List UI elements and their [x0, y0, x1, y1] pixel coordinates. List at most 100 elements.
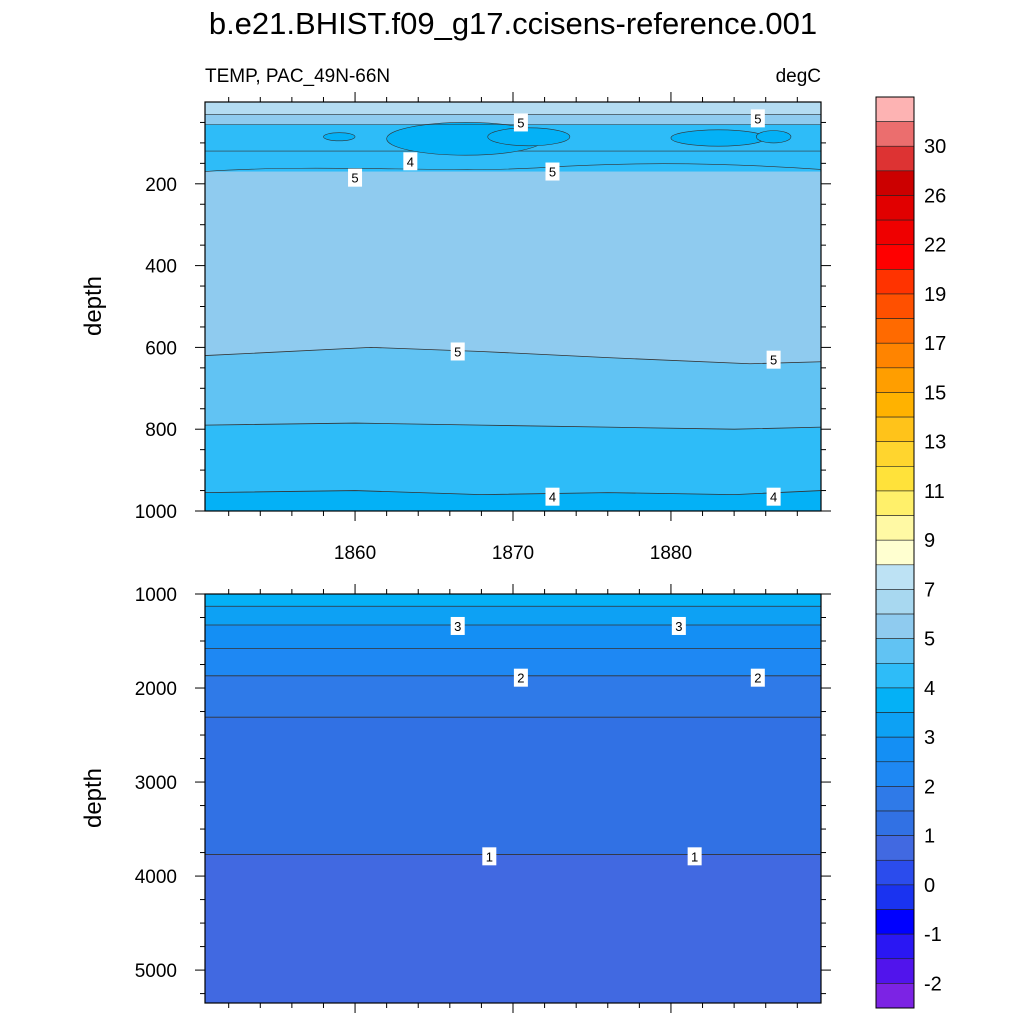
- colorbar-swatch-17: [875, 515, 915, 541]
- bottom-plot-frame: [204, 593, 822, 1004]
- colorbar-label-1: 26: [924, 185, 946, 207]
- colorbar-swatch-15: [875, 466, 915, 492]
- colorbar-swatch-29: [875, 810, 915, 836]
- svg-text:5: 5: [351, 171, 358, 186]
- colorbar-label-9: 7: [924, 579, 935, 601]
- y-tick-label-4000: 4000: [135, 867, 177, 888]
- units-label: degC: [776, 66, 821, 87]
- contour-label-0: 5: [513, 113, 528, 132]
- fill-layer-4: [205, 675, 821, 718]
- cold-pocket-2: [670, 129, 767, 147]
- bottom-fill: [205, 594, 821, 1003]
- bottom-contour-labels: 3 3 2 2 1 1: [450, 616, 765, 866]
- colorbar: 30 26 22 19 17 15 13 11 9 7 5 4 3 2 1 0 -1 -2: [875, 96, 946, 1009]
- colorbar-swatch-27: [875, 761, 915, 787]
- colorbar-swatch-1: [875, 121, 915, 147]
- contour-label-2: 4: [403, 152, 418, 171]
- colorbar-swatch-4: [875, 195, 915, 221]
- colorbar-swatch-30: [875, 835, 915, 861]
- colorbar-swatch-24: [875, 687, 915, 713]
- colorbar-swatch-0: [875, 96, 915, 122]
- svg-text:2: 2: [517, 671, 524, 686]
- contour-label-5: 1: [687, 847, 702, 866]
- colorbar-swatch-11: [875, 367, 915, 393]
- bottom-contours: [205, 605, 821, 855]
- svg-text:5: 5: [770, 353, 777, 368]
- colorbar-label-2: 22: [924, 235, 946, 257]
- colorbar-swatch-14: [875, 441, 915, 467]
- y-tick-label-800: 800: [145, 420, 177, 441]
- colorbar-swatch-13: [875, 416, 915, 443]
- cold-pocket-3: [323, 132, 356, 142]
- colorbar-swatch-6: [875, 244, 915, 270]
- svg-text:4: 4: [549, 490, 556, 505]
- top-y-axis-label: depth: [80, 276, 107, 336]
- fill-layer-1: [205, 606, 821, 626]
- colorbar-swatch-34: [875, 933, 915, 960]
- colorbar-swatch-32: [875, 884, 915, 910]
- top-ticks: 1860 1870 1880 200 400 600 800 1000: [135, 92, 831, 564]
- colorbar-swatch-31: [875, 859, 915, 886]
- svg-text:4: 4: [407, 154, 414, 169]
- y-tick-label-5000: 5000: [135, 961, 177, 982]
- colorbar-swatch-26: [875, 736, 915, 763]
- colorbar-swatch-25: [875, 712, 915, 738]
- colorbar-swatch-22: [875, 638, 915, 664]
- colorbar-label-0: 30: [924, 136, 946, 158]
- y-tick-label-1000: 1000: [135, 502, 177, 523]
- colorbar-label-8: 9: [924, 530, 935, 552]
- fill-region-below-4: [205, 490, 821, 511]
- contour-line-0: [204, 346, 822, 365]
- cold-pocket-4: [755, 130, 792, 144]
- colorbar-label-5: 15: [924, 382, 946, 404]
- surface-band-1: [205, 114, 821, 125]
- colorbar-swatch-28: [875, 786, 915, 812]
- y-tick-label-2000: 2000: [135, 679, 177, 700]
- svg-text:5: 5: [454, 344, 461, 359]
- svg-text:5: 5: [754, 111, 761, 126]
- colorbar-swatch-9: [875, 318, 915, 344]
- colorbar-swatch-7: [875, 269, 915, 295]
- colorbar-swatch-16: [875, 490, 915, 516]
- contour-label-8: 4: [766, 487, 781, 506]
- x-tick-label-1880: 1880: [650, 543, 692, 564]
- colorbar-label-7: 11: [924, 481, 945, 503]
- colorbar-label-17: -2: [924, 973, 942, 995]
- contour-label-0: 3: [450, 616, 465, 635]
- colorbar-swatch-10: [875, 342, 915, 369]
- contour-label-3: 2: [750, 668, 765, 687]
- contour-label-4: 5: [545, 162, 560, 181]
- colorbar-swatch-3: [875, 170, 915, 196]
- colorbar-label-6: 13: [924, 432, 946, 454]
- contour-label-1: 5: [750, 109, 765, 128]
- svg-text:3: 3: [454, 619, 461, 634]
- svg-text:5: 5: [549, 165, 556, 180]
- fill-region-below-4-5: [205, 423, 821, 511]
- colorbar-swatch-21: [875, 613, 915, 639]
- chart-title: b.e21.BHIST.f09_g17.ccisens-reference.00…: [209, 6, 817, 41]
- colorbar-frame: [875, 96, 915, 1009]
- contour-label-2: 2: [513, 668, 528, 687]
- contour-line-1: [204, 422, 822, 430]
- colorbar-label-3: 19: [924, 284, 946, 306]
- y-tick-label-3000: 3000: [135, 773, 177, 794]
- fill-layer-3: [205, 648, 821, 676]
- top-contours: [204, 113, 822, 496]
- contour-label-1: 3: [671, 616, 686, 635]
- contour-line-2: [204, 490, 822, 496]
- contour-label-6: 5: [766, 350, 781, 369]
- svg-text:1: 1: [691, 849, 698, 864]
- colorbar-swatch-5: [875, 219, 915, 246]
- fill-layer-0: [205, 594, 821, 607]
- y-tick-label-200: 200: [145, 175, 177, 196]
- colorbar-label-4: 17: [924, 333, 946, 355]
- svg-text:1: 1: [486, 849, 493, 864]
- contour-label-3: 5: [348, 168, 363, 187]
- colorbar-label-12: 3: [924, 727, 935, 749]
- colorbar-label-14: 1: [924, 826, 935, 848]
- top-plot-frame: [204, 101, 822, 512]
- colorbar-swatch-36: [875, 983, 915, 1009]
- subsurface-layer-edge: [204, 150, 822, 172]
- colorbar-label-16: -1: [924, 924, 942, 946]
